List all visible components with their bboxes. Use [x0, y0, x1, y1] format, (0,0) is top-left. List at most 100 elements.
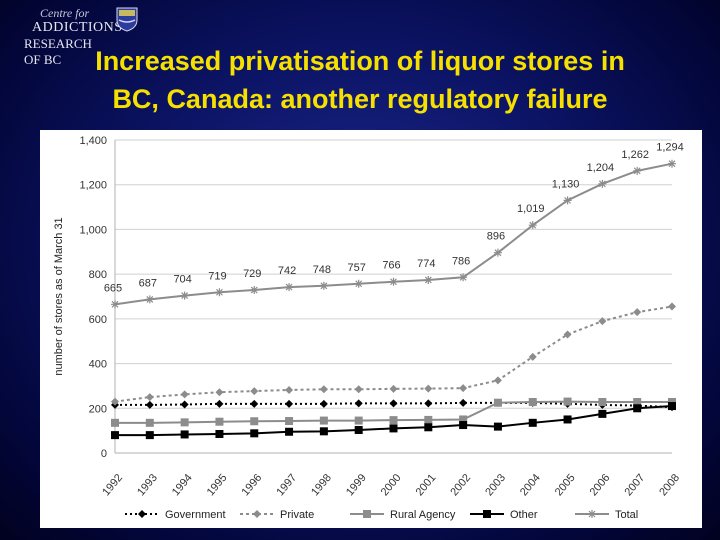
x-tick-label: 1997 [274, 472, 299, 498]
data-point [145, 400, 154, 409]
legend-label: Total [615, 509, 638, 521]
centre-logo: Centre for ADDICTIONS RESEARCH OF BC [8, 4, 122, 67]
data-point [528, 418, 537, 427]
legend-label: Other [510, 509, 538, 521]
data-point [633, 404, 642, 413]
data-point [389, 424, 398, 433]
data-point [145, 431, 154, 440]
data-point [354, 425, 363, 434]
logo-line-2: ADDICTIONS [32, 20, 123, 35]
data-point [215, 288, 224, 297]
data-point [180, 430, 189, 439]
data-point [138, 510, 146, 518]
data-point [354, 399, 363, 408]
x-tick-label: 2007 [622, 472, 647, 498]
data-point [319, 385, 328, 394]
x-tick-label: 2001 [414, 472, 439, 498]
data-point [668, 398, 676, 407]
data-point [389, 277, 398, 286]
data-point [389, 384, 398, 393]
data-point [180, 400, 189, 409]
data-point [563, 397, 572, 406]
data-point [389, 416, 398, 425]
data-label: 1,294 [656, 142, 684, 154]
data-point [145, 418, 154, 427]
data-point [145, 295, 154, 304]
data-label: 665 [104, 282, 122, 294]
data-point [180, 291, 189, 300]
data-label: 757 [348, 262, 366, 274]
data-point [180, 418, 189, 427]
data-point [285, 283, 294, 292]
data-point [111, 418, 119, 427]
data-point [459, 273, 468, 282]
x-tick-label: 2008 [657, 472, 682, 498]
data-point [250, 429, 259, 438]
data-label: 896 [487, 231, 505, 243]
data-label: 748 [313, 264, 331, 276]
legend-label: Private [280, 509, 314, 521]
data-label: 719 [208, 270, 226, 282]
data-point [528, 398, 537, 407]
university-crest-icon [116, 7, 138, 32]
data-point [215, 417, 224, 426]
y-tick-label: 1,200 [79, 180, 107, 192]
data-point [493, 398, 502, 407]
data-point [285, 385, 294, 394]
data-point [493, 248, 502, 257]
chart-panel: 0 200 400 600 800 1,000 1,200 1,400 1992 1993 1994… [40, 130, 702, 528]
data-point [250, 387, 259, 396]
data-point [215, 399, 224, 408]
y-tick-label: 800 [89, 269, 107, 281]
y-tick-label: 200 [89, 403, 107, 415]
logo-line-1: Centre for [40, 6, 90, 20]
data-label: 766 [382, 260, 400, 272]
data-point [424, 415, 433, 424]
line-chart: 0 200 400 600 800 1,000 1,200 1,400 1992 1993 1994… [53, 135, 684, 521]
x-tick-label: 2006 [588, 472, 613, 498]
data-point [528, 352, 537, 361]
x-tick-label: 1994 [170, 472, 195, 498]
data-point [215, 429, 224, 438]
data-point [424, 423, 433, 432]
data-point [389, 399, 398, 408]
data-point [354, 385, 363, 394]
x-tick-label: 2005 [553, 472, 578, 498]
data-point [215, 388, 224, 397]
data-point [483, 510, 491, 518]
y-tick-label: 400 [89, 359, 107, 371]
data-point [285, 427, 294, 436]
data-point [354, 279, 363, 288]
x-tick-label: 1995 [205, 472, 230, 498]
data-point [285, 417, 294, 426]
data-point [180, 390, 189, 399]
data-point [563, 330, 572, 339]
data-point [250, 399, 259, 408]
data-point [285, 399, 294, 408]
y-tick-label: 600 [89, 314, 107, 326]
data-point [493, 422, 502, 431]
data-label: 1,130 [552, 178, 580, 190]
data-point [319, 399, 328, 408]
x-tick-label: 2000 [379, 472, 404, 498]
data-point [363, 510, 371, 518]
legend-label: Rural Agency [390, 509, 456, 521]
x-tick-label: 1996 [239, 472, 264, 498]
data-label: 704 [173, 274, 191, 286]
x-tick-label: 1999 [344, 472, 369, 498]
data-point [250, 286, 259, 295]
data-point [588, 510, 596, 518]
data-point [111, 431, 119, 440]
logo-line-3: RESEARCH OF BC [24, 36, 92, 67]
data-label: 1,262 [621, 149, 649, 161]
data-point [668, 159, 676, 168]
data-point [424, 384, 433, 393]
data-label: 687 [139, 277, 157, 289]
data-label: 742 [278, 265, 296, 277]
data-point [319, 416, 328, 425]
data-point [145, 393, 154, 402]
data-point [354, 416, 363, 425]
data-point [111, 397, 119, 406]
data-point [563, 196, 572, 205]
data-label: 1,204 [587, 162, 615, 174]
